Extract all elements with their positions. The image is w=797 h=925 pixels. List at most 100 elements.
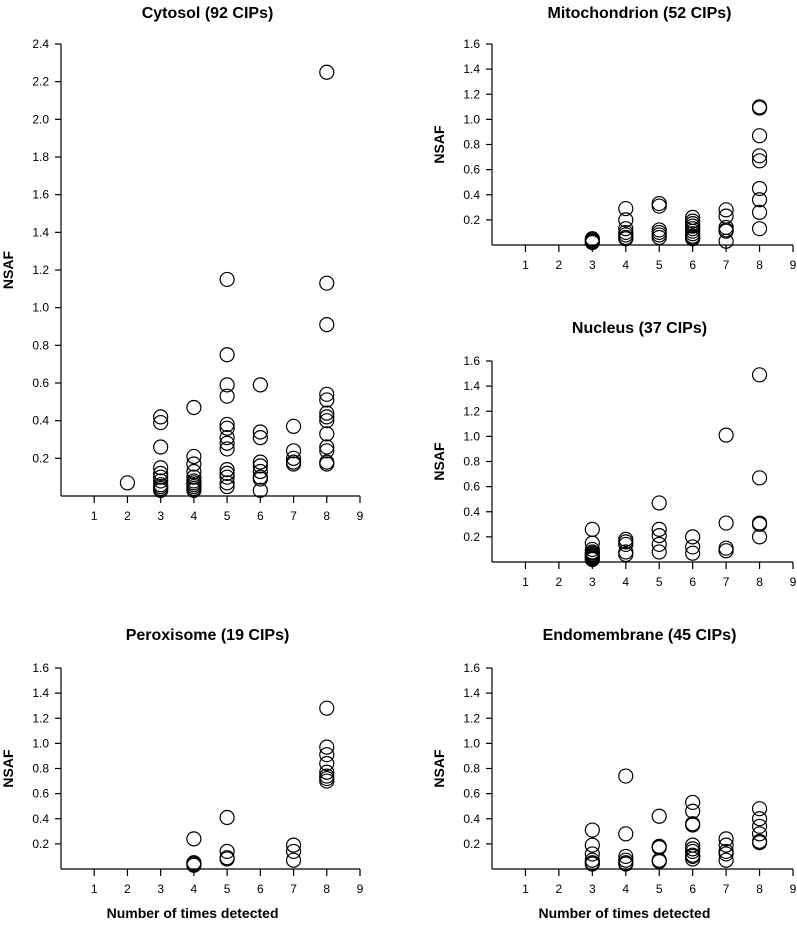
data-point — [186, 482, 202, 498]
data-point — [219, 809, 235, 826]
y-tick-label: 0.2 — [463, 213, 480, 227]
y-axis-label: NSAF — [431, 125, 447, 164]
data-point — [319, 413, 335, 429]
x-tick-label: 6 — [257, 882, 264, 896]
data-point — [651, 544, 667, 560]
data-point — [319, 405, 335, 421]
data-point — [219, 441, 235, 457]
x-tick-label: 5 — [224, 882, 231, 896]
data-point — [153, 409, 169, 425]
x-tick-label: 3 — [157, 509, 164, 523]
data-point — [751, 818, 768, 834]
y-tick-label: 1.4 — [32, 686, 49, 700]
data-point — [219, 347, 235, 363]
y-tick-label: 1.2 — [32, 263, 49, 277]
x-tick-label: 7 — [723, 882, 730, 896]
y-tick-label: 2.0 — [32, 112, 49, 126]
x-tick-label: 2 — [556, 575, 563, 589]
x-tick-label: 5 — [656, 882, 663, 896]
data-point — [751, 180, 768, 197]
data-point — [584, 234, 600, 251]
y-tick-label: 0.8 — [463, 138, 480, 152]
data-point — [751, 99, 768, 115]
data-point — [618, 536, 634, 553]
y-tick-label: 1.2 — [463, 711, 480, 725]
data-point — [319, 439, 335, 455]
data-point — [319, 773, 335, 789]
y-tick-label: 1.0 — [32, 736, 49, 750]
x-tick-label: 9 — [357, 509, 364, 523]
data-point — [718, 233, 734, 249]
data-point — [718, 515, 734, 531]
data-point — [153, 439, 169, 455]
panel-title: Peroxisome (19 CIPs) — [126, 627, 290, 644]
x-tick-label: 7 — [290, 509, 297, 523]
data-point — [718, 852, 734, 868]
data-point — [219, 851, 235, 867]
x-tick-label: 4 — [622, 258, 629, 272]
data-point — [186, 448, 202, 465]
x-tick-label: 7 — [290, 882, 297, 896]
x-tick-label: 1 — [522, 882, 529, 896]
data-point — [685, 545, 701, 561]
data-point — [685, 843, 701, 860]
data-point — [751, 153, 768, 169]
y-tick-label: 2.4 — [32, 37, 49, 51]
data-point — [219, 435, 235, 451]
y-tick-label: 0.2 — [463, 837, 480, 851]
y-axis-label: NSAF — [0, 251, 16, 290]
y-tick-label: 0.4 — [463, 812, 480, 826]
y-tick-label: 1.0 — [463, 112, 480, 126]
data-point — [186, 399, 202, 416]
data-point — [685, 817, 701, 833]
data-point — [718, 831, 734, 847]
y-tick-label: 0.2 — [32, 451, 49, 465]
data-point — [252, 377, 268, 393]
x-tick-label: 1 — [522, 575, 529, 589]
panel-peroxisome: Peroxisome (19 CIPs) 1 2 3 4 5 6 7 8 9 0.2 0.4 0.6 0.… — [0, 627, 364, 921]
data-point — [252, 463, 268, 480]
data-point — [751, 529, 768, 545]
data-point — [186, 469, 202, 485]
y-tick-label: 1.2 — [32, 711, 49, 725]
data-point — [685, 847, 701, 863]
data-point — [153, 460, 169, 476]
data-point — [285, 456, 302, 472]
data-point — [186, 831, 202, 847]
data-point — [751, 192, 768, 208]
data-point — [319, 443, 335, 459]
data-point — [285, 450, 302, 466]
data-point — [651, 852, 667, 868]
x-tick-label: 2 — [124, 882, 131, 896]
y-axis-label: NSAF — [431, 749, 447, 788]
x-tick-label: 8 — [323, 509, 330, 523]
data-point — [584, 837, 600, 853]
y-tick-label: 0.8 — [32, 338, 49, 352]
panel-title: Mitochondrion (52 CIPs) — [547, 5, 731, 22]
data-point — [219, 465, 235, 481]
data-point — [319, 64, 335, 80]
data-point — [618, 200, 634, 217]
data-point — [685, 231, 701, 247]
y-tick-label: 1.8 — [32, 150, 49, 164]
x-tick-label: 5 — [656, 258, 663, 272]
data-point — [751, 515, 768, 531]
data-point — [685, 816, 701, 832]
data-point — [252, 454, 268, 470]
y-axis-label: NSAF — [0, 749, 16, 788]
data-point — [751, 204, 768, 220]
data-point — [751, 516, 768, 532]
data-point — [651, 838, 667, 854]
data-point — [219, 388, 235, 404]
x-tick-label: 2 — [556, 882, 563, 896]
x-tick-label: 3 — [589, 882, 596, 896]
y-tick-label: 0.4 — [463, 188, 480, 202]
data-point — [153, 414, 169, 431]
x-tick-label: 9 — [790, 882, 797, 896]
data-point — [252, 424, 268, 440]
data-point — [584, 822, 600, 838]
panel-nucleus: Nucleus (37 CIPs) 1 2 3 4 5 6 7 8 9 0.2 0.4 0.6 0.8 1.… — [431, 320, 797, 589]
data-point — [584, 551, 600, 568]
panel-title: Nucleus (37 CIPs) — [572, 320, 707, 337]
